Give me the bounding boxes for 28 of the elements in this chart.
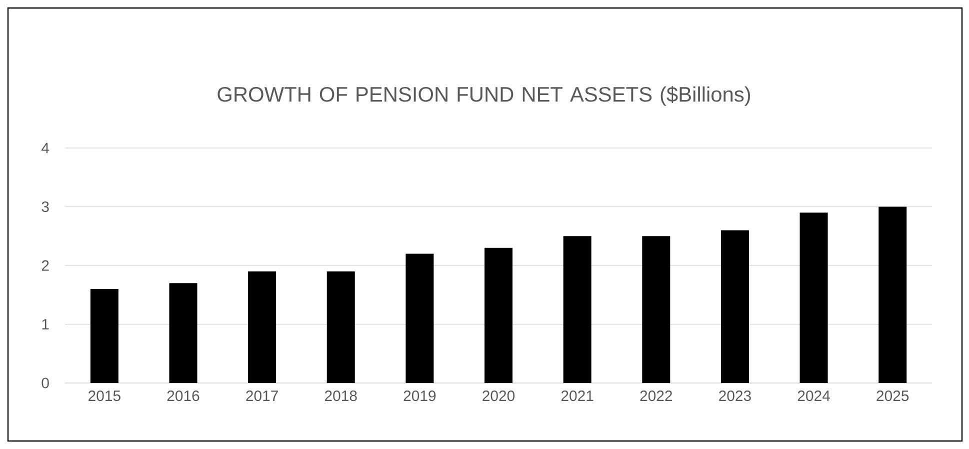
y-tick-label: 3 — [42, 201, 49, 212]
bar — [326, 271, 355, 383]
bar — [642, 236, 670, 383]
bar — [169, 283, 198, 383]
bar — [720, 230, 749, 383]
y-tick-label: 4 — [42, 142, 50, 154]
x-tick-label: 2015 — [88, 390, 120, 402]
x-tick-label: 2024 — [798, 390, 830, 402]
y-tick-label: 1 — [42, 319, 49, 330]
bar — [878, 206, 907, 383]
x-tick-label: 2025 — [876, 390, 909, 402]
x-tick-label: 2018 — [325, 390, 357, 402]
x-tick-label: 2023 — [719, 390, 751, 402]
bar — [800, 212, 828, 383]
x-tick-label: 2020 — [482, 390, 515, 402]
bar — [406, 254, 434, 383]
x-tick-label: 2021 — [561, 390, 594, 402]
bar — [90, 288, 118, 383]
chart-title: GROWTH OF PENSION FUND NET ASSETS ($Billions) — [218, 86, 750, 106]
bar — [563, 236, 592, 383]
x-tick-label: 2019 — [404, 390, 436, 402]
x-tick-label: 2016 — [167, 390, 200, 402]
y-tick-label: 2 — [42, 260, 49, 271]
bar — [248, 271, 276, 383]
bar — [484, 248, 513, 383]
x-tick-label: 2017 — [246, 390, 278, 402]
y-tick-label: 0 — [42, 378, 49, 388]
x-tick-label: 2022 — [640, 390, 672, 402]
